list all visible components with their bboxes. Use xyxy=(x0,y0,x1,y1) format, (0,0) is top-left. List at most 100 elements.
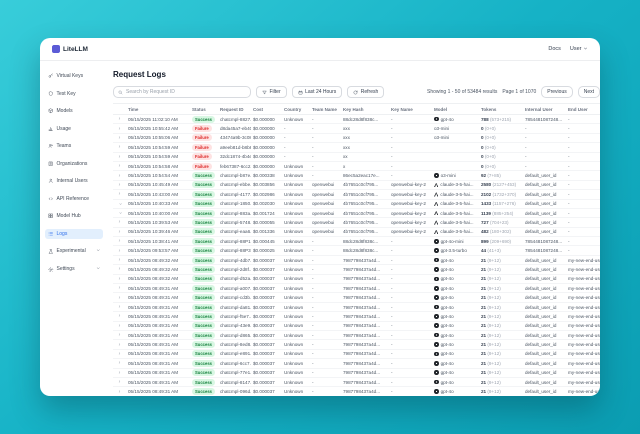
expand-chevron-icon[interactable]: › xyxy=(118,191,121,198)
request-id-search-field[interactable] xyxy=(126,89,246,95)
table-row[interactable]: › 05/15/2025 10:40:33 AM Success chatcmpl-1… xyxy=(113,200,600,209)
table-row[interactable]: › 05/15/2025 08:49:31 AM Success chatcmpl-0… xyxy=(113,387,600,396)
table-row[interactable]: › 05/15/2025 10:45:49 AM Success chatcmpl-e… xyxy=(113,181,600,191)
cell-team-name: - xyxy=(312,295,314,301)
expand-chevron-icon[interactable]: › xyxy=(118,144,121,151)
table-row[interactable]: › 05/15/2025 10:54:59 AM Failure 32dc1874-4… xyxy=(113,153,600,162)
cell-status: Failure xyxy=(190,125,218,133)
user-menu[interactable]: User xyxy=(570,46,588,53)
table-row[interactable]: › 05/15/2025 08:49:31 AM Success chatcmpl-8… xyxy=(113,340,600,350)
sidebar-item-api-reference[interactable]: API Reference xyxy=(45,194,103,204)
time-range-button[interactable]: Last 24 Hours xyxy=(291,86,343,98)
cell-team-name: - xyxy=(312,370,314,376)
table-row[interactable]: › 05/15/2025 10:39:53 AM Success chatcmpl-5… xyxy=(113,218,600,228)
status-badge: Success xyxy=(192,228,215,236)
table-row[interactable]: › 05/15/2025 09:53:57 AM Success chatcmpl-8… xyxy=(113,246,600,256)
table-row[interactable]: › 05/15/2025 08:49:31 AM Success chatcmpl-6… xyxy=(113,359,600,369)
sidebar-item-test-key[interactable]: Test Key xyxy=(45,89,103,99)
table-row[interactable]: › 05/15/2025 08:49:31 AM Success chatcmpl-d… xyxy=(113,331,600,341)
expand-chevron-icon[interactable]: › xyxy=(118,285,121,292)
cell-model: gpt-4o xyxy=(432,267,479,272)
expand-chevron-icon[interactable]: › xyxy=(118,153,121,160)
cell-key-name: - xyxy=(391,370,393,376)
table-row[interactable]: › 05/15/2025 08:49:32 AM Success chatcmpl-4… xyxy=(113,256,600,266)
expand-chevron-icon[interactable]: › xyxy=(118,388,121,395)
sidebar-item-logs[interactable]: Logs xyxy=(45,228,103,239)
sidebar-item-organizations[interactable]: Organizations xyxy=(45,159,103,169)
expand-chevron-icon[interactable]: › xyxy=(118,341,121,348)
table-row[interactable]: › 05/15/2025 10:54:58 AM Failure feb67387-6… xyxy=(113,162,600,172)
collapse-chevron-icon[interactable]: › xyxy=(116,202,123,205)
expand-chevron-icon[interactable]: › xyxy=(118,134,121,141)
expand-chevron-icon[interactable]: › xyxy=(118,238,121,245)
expand-chevron-icon[interactable]: › xyxy=(118,369,121,376)
search-input[interactable] xyxy=(113,86,251,98)
table-row[interactable]: › 05/15/2025 08:49:31 AM Success chatcmpl-f… xyxy=(113,312,600,322)
table-row[interactable]: › 05/15/2025 08:49:31 AM Success chatcmpl-e… xyxy=(113,350,600,360)
sidebar-item-usage[interactable]: Usage xyxy=(45,124,103,134)
table-row[interactable]: › 05/15/2025 08:49:31 AM Success chatcmpl-8… xyxy=(113,378,600,388)
table-row[interactable]: › 05/15/2025 08:49:32 AM Success chatcmpl-d… xyxy=(113,275,600,285)
expand-chevron-icon[interactable]: › xyxy=(118,313,121,320)
cell-team-name: - xyxy=(312,126,314,132)
expand-chevron-icon[interactable]: › xyxy=(118,257,121,264)
sidebar-item-model-hub[interactable]: Model Hub xyxy=(45,211,103,221)
table-row[interactable]: › 05/15/2025 10:38:41 AM Success chatcmpl-8… xyxy=(113,237,600,247)
expand-chevron-icon[interactable]: › xyxy=(118,322,121,329)
cell-key-name: - xyxy=(391,389,393,395)
expand-chevron-icon[interactable]: › xyxy=(118,275,121,282)
expand-chevron-icon[interactable]: › xyxy=(118,116,121,123)
cell-team-name: - xyxy=(312,266,314,272)
refresh-button[interactable]: Refresh xyxy=(347,86,385,98)
sidebar-item-virtual-keys[interactable]: Virtual Keys xyxy=(45,71,103,81)
collapse-chevron-icon[interactable]: › xyxy=(116,212,123,214)
expand-chevron-icon[interactable]: › xyxy=(118,247,121,254)
expand-chevron-icon[interactable]: › xyxy=(118,332,121,339)
cell-key-hash: 7987798437a4d... xyxy=(343,257,381,263)
table-row[interactable]: › 05/15/2025 08:49:31 AM Success chatcmpl-a… xyxy=(113,284,600,294)
cell-model: gpt-4o xyxy=(432,370,479,375)
status-badge: Success xyxy=(192,200,215,208)
cell-key-name: - xyxy=(391,342,393,348)
previous-page-button[interactable]: Previous xyxy=(541,86,573,98)
expand-chevron-icon[interactable]: › xyxy=(118,172,121,179)
cell-key-hash: 7987798437a4d... xyxy=(343,389,381,395)
table-row[interactable]: › 05/15/2025 08:49:31 AM Success chatcmpl-7… xyxy=(113,369,600,378)
filter-button[interactable]: Filter xyxy=(256,86,287,98)
cell-team-name: openwebui xyxy=(312,219,335,225)
expand-chevron-icon[interactable]: › xyxy=(118,379,121,386)
sidebar-item-internal-users[interactable]: Internal Users xyxy=(45,176,103,186)
expand-chevron-icon[interactable]: › xyxy=(118,360,121,367)
cell-status: Success xyxy=(190,228,218,236)
table-row[interactable]: › 05/15/2025 08:49:31 AM Success chatcmpl-d… xyxy=(113,303,600,313)
sidebar-item-experimental[interactable]: Experimental xyxy=(45,246,103,257)
table-row[interactable]: › 05/15/2025 10:40:00 AM Success chatcmpl-8… xyxy=(113,209,600,219)
table-row[interactable]: › 05/15/2025 10:54:59 AM Failure a9eeb81d-b… xyxy=(113,143,600,153)
expand-chevron-icon[interactable]: › xyxy=(118,350,121,357)
expand-chevron-icon[interactable]: › xyxy=(118,125,121,132)
table-row[interactable]: › 05/15/2025 10:55:06 AM Failure 43474a9b-3… xyxy=(113,134,600,144)
expand-chevron-icon[interactable]: › xyxy=(118,304,121,310)
table-row[interactable]: › 05/15/2025 10:39:46 AM Success chatcmpl-e… xyxy=(113,228,600,238)
table-row[interactable]: › 05/15/2025 11:02:10 AM Success chatcmpl-8… xyxy=(113,115,600,125)
expand-chevron-icon[interactable]: › xyxy=(118,219,121,226)
cell-cost: $0.001336 xyxy=(253,229,275,235)
cell-country: Unknown xyxy=(284,304,304,310)
table-row[interactable]: › 05/15/2025 08:49:31 AM Success chatcmpl-4… xyxy=(113,322,600,331)
expand-chevron-icon[interactable]: › xyxy=(118,266,121,273)
table-row[interactable]: › 05/15/2025 10:43:00 AM Success chatcmpl-4… xyxy=(113,190,600,200)
expand-chevron-icon[interactable]: › xyxy=(118,181,121,188)
expand-chevron-icon[interactable]: › xyxy=(118,228,121,235)
sidebar-item-settings[interactable]: Settings xyxy=(45,264,103,275)
sidebar-item-teams[interactable]: Teams xyxy=(45,141,103,151)
docs-link[interactable]: Docs xyxy=(548,46,561,52)
sidebar-item-models[interactable]: Models xyxy=(45,106,103,116)
table-row[interactable]: › 05/15/2025 08:49:32 AM Success chatcmpl-2… xyxy=(113,265,600,275)
table-row[interactable]: › 05/15/2025 08:49:31 AM Success chatcmpl-c… xyxy=(113,293,600,303)
expand-chevron-icon[interactable]: › xyxy=(118,294,121,301)
table-row[interactable]: › 05/15/2025 10:55:42 AM Failure d8da45a7-e… xyxy=(113,124,600,134)
next-page-button[interactable]: Next xyxy=(577,86,600,98)
table-row[interactable]: › 05/15/2025 10:54:54 AM Success chatcmpl-b… xyxy=(113,171,600,181)
cell-time: 05/15/2025 10:54:59 AM xyxy=(128,144,179,150)
expand-chevron-icon[interactable]: › xyxy=(118,163,121,170)
